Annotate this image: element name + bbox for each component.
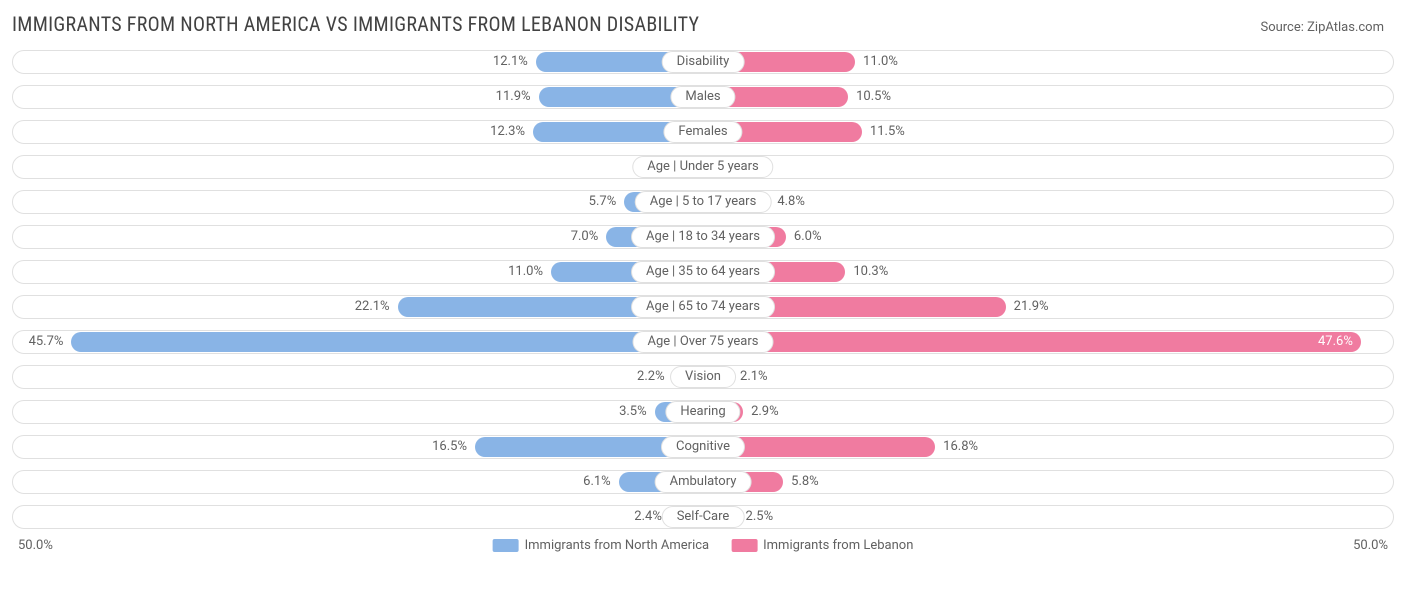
category-label: Self-Care	[662, 506, 745, 528]
chart-source: Source: ZipAtlas.com	[1260, 20, 1384, 35]
chart-rows: 12.1% 11.0% Disability 11.9% 10.5% Males 12.3%…	[0, 46, 1406, 533]
category-label: Age | 65 to 74 years	[631, 296, 775, 318]
legend-label-right: Immigrants from Lebanon	[763, 538, 913, 553]
value-label-right: 4.8%	[777, 186, 805, 218]
value-label-left: 3.5%	[619, 396, 647, 428]
category-label: Males	[670, 86, 735, 108]
legend-item-right: Immigrants from Lebanon	[731, 538, 913, 553]
value-label-left: 2.4%	[634, 501, 662, 533]
value-label-left: 12.1%	[493, 46, 528, 78]
value-label-right: 47.6%	[1318, 326, 1353, 358]
legend-label-left: Immigrants from North America	[525, 538, 710, 553]
category-label: Disability	[662, 51, 745, 73]
category-label: Age | 35 to 64 years	[631, 261, 775, 283]
category-label: Ambulatory	[655, 471, 752, 493]
axis-left-label: 50.0%	[18, 538, 53, 553]
axis-right-label: 50.0%	[1353, 538, 1388, 553]
chart-container: IMMIGRANTS FROM NORTH AMERICA VS IMMIGRA…	[0, 0, 1406, 612]
chart-row: 7.0% 6.0% Age | 18 to 34 years	[12, 221, 1394, 253]
value-label-right: 2.9%	[751, 396, 779, 428]
category-label: Vision	[670, 366, 736, 388]
bar-right	[703, 332, 1361, 352]
chart-title: IMMIGRANTS FROM NORTH AMERICA VS IMMIGRA…	[12, 12, 699, 36]
category-label: Age | Under 5 years	[632, 156, 773, 178]
category-label: Hearing	[665, 401, 740, 423]
value-label-right: 2.5%	[746, 501, 774, 533]
chart-row: 5.7% 4.8%Age | 5 to 17 years	[12, 186, 1394, 218]
bar-left	[71, 332, 703, 352]
value-label-right: 11.5%	[870, 116, 905, 148]
chart-row: 45.7% 47.6% Age | Over 75 years	[12, 326, 1394, 358]
chart-row: 11.0% 10.3% Age | 35 to 64 years	[12, 256, 1394, 288]
value-label-right: 2.1%	[740, 361, 768, 393]
chart-row: 2.4% 2.5%Self-Care	[12, 501, 1394, 533]
value-label-right: 10.5%	[856, 81, 891, 113]
chart-row: 12.3% 11.5% Females	[12, 116, 1394, 148]
category-label: Females	[663, 121, 742, 143]
chart-row: 16.5% 16.8% Cognitive	[12, 431, 1394, 463]
chart-row: 3.5% 2.9% Hearing	[12, 396, 1394, 428]
value-label-right: 21.9%	[1014, 291, 1049, 323]
chart-row: 1.4%1.2%Age | Under 5 years	[12, 151, 1394, 183]
chart-row: 2.2% 2.1%Vision	[12, 361, 1394, 393]
legend-swatch-left	[493, 539, 519, 552]
category-label: Cognitive	[661, 436, 745, 458]
chart-row: 11.9% 10.5% Males	[12, 81, 1394, 113]
value-label-left: 6.1%	[583, 466, 611, 498]
legend-item-left: Immigrants from North America	[493, 538, 710, 553]
value-label-right: 10.3%	[853, 256, 888, 288]
value-label-right: 11.0%	[863, 46, 898, 78]
value-label-left: 7.0%	[571, 221, 599, 253]
value-label-right: 16.8%	[943, 431, 978, 463]
chart-row: 22.1% 21.9% Age | 65 to 74 years	[12, 291, 1394, 323]
chart-row: 12.1% 11.0% Disability	[12, 46, 1394, 78]
chart-row: 6.1% 5.8% Ambulatory	[12, 466, 1394, 498]
category-label: Age | 5 to 17 years	[635, 191, 772, 213]
value-label-right: 5.8%	[791, 466, 819, 498]
value-label-left: 11.9%	[496, 81, 531, 113]
legend-swatch-right	[731, 539, 757, 552]
value-label-left: 11.0%	[508, 256, 543, 288]
value-label-left: 5.7%	[589, 186, 617, 218]
category-label: Age | 18 to 34 years	[631, 226, 775, 248]
value-label-left: 22.1%	[355, 291, 390, 323]
category-label: Age | Over 75 years	[633, 331, 774, 353]
value-label-right: 6.0%	[794, 221, 822, 253]
chart-footer: 50.0% Immigrants from North America Immi…	[0, 536, 1406, 564]
value-label-left: 12.3%	[490, 116, 525, 148]
value-label-left: 45.7%	[29, 326, 64, 358]
chart-header: IMMIGRANTS FROM NORTH AMERICA VS IMMIGRA…	[0, 0, 1406, 46]
value-label-left: 16.5%	[432, 431, 467, 463]
legend: Immigrants from North America Immigrants…	[493, 538, 914, 553]
value-label-left: 2.2%	[637, 361, 665, 393]
